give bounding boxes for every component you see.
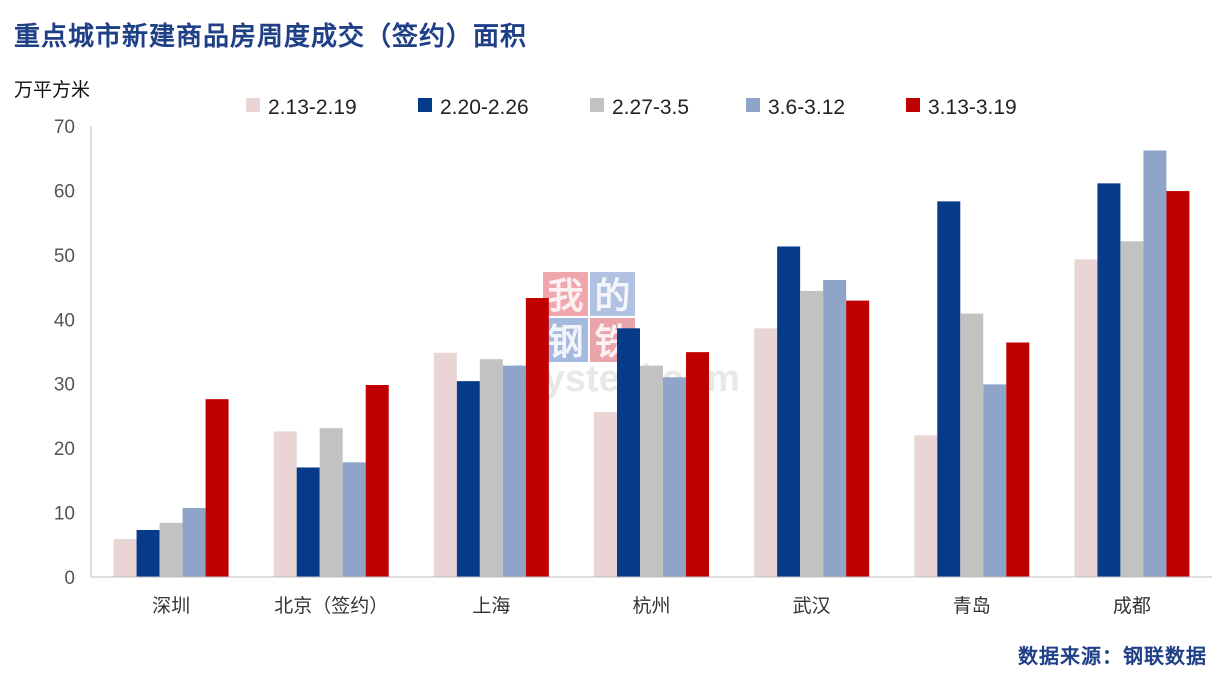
bar [800,290,824,577]
bar [617,328,640,577]
data-source-label: 数据来源：钢联数据 [1018,644,1207,668]
watermark-tile [543,272,588,316]
bar [296,467,320,577]
bar [205,399,229,577]
legend-label: 3.13-3.19 [928,96,1017,119]
legend-label: 2.20-2.26 [440,96,529,119]
bar [846,300,870,577]
bar [319,428,343,577]
legend-label: 2.27-3.5 [612,96,689,119]
bar [182,508,206,577]
y-tick-label: 70 [54,117,75,138]
x-tick-label: 上海 [472,595,510,617]
bar [686,352,709,577]
x-axis-labels: 深圳 北京（签约） 上海 杭州 武汉 青岛 成都 [152,595,1151,617]
y-tick-label: 30 [54,375,75,396]
bar [937,201,961,578]
bar [983,384,1007,577]
bar [1006,342,1030,577]
bar [502,365,526,577]
bar [1097,183,1121,577]
bar [479,359,503,577]
bar [433,352,457,577]
y-tick-label: 50 [54,246,75,267]
bar [136,529,160,577]
y-tick-label: 40 [54,310,75,331]
watermark-char: 我 [547,276,583,317]
legend-swatch [746,98,760,112]
legend-swatch [590,98,604,112]
watermark-tile [590,272,635,316]
bar [594,412,617,577]
bar [823,279,847,577]
bar [525,298,549,577]
bar [456,381,480,577]
bar [273,431,297,577]
legend-label: 2.13-2.19 [268,96,357,119]
bar [1120,241,1144,577]
legend-swatch [906,98,920,112]
bar [365,385,389,577]
x-tick-label: 武汉 [793,595,831,617]
bar [914,435,938,577]
x-tick-label: 深圳 [152,595,190,617]
legend-swatch [418,98,432,112]
bar [777,246,801,577]
bar [640,365,663,577]
x-tick-label: 北京（签约） [274,595,388,617]
x-tick-label: 成都 [1113,595,1151,617]
y-tick-label: 10 [54,504,75,525]
watermark-char: 的 [594,276,630,317]
bar [1074,259,1098,577]
bar [960,313,984,577]
watermark-tile [543,318,588,362]
bar [1166,191,1190,577]
bar [159,522,183,577]
y-tick-label: 0 [64,568,75,589]
x-tick-label: 青岛 [953,595,991,617]
x-tick-label: 杭州 [632,595,670,617]
bar [663,377,686,577]
bar [1143,150,1167,578]
y-axis-ticks: 0 10 20 30 40 50 60 70 [54,117,75,589]
bar [754,328,778,577]
chart-title: 重点城市新建商品房周度成交（签约）面积 [14,22,528,52]
watermark-char: 钢 [547,322,583,363]
legend: 2.13-2.19 2.20-2.26 2.27-3.5 3.6-3.12 3.13-3… [246,96,1017,119]
y-tick-label: 20 [54,439,75,460]
bar [113,538,137,577]
legend-swatch [246,98,260,112]
legend-label: 3.6-3.12 [768,96,845,119]
bar [342,462,366,577]
bars-group [113,150,1190,578]
y-tick-label: 60 [54,181,75,202]
y-axis-unit-label: 万平方米 [14,79,90,101]
